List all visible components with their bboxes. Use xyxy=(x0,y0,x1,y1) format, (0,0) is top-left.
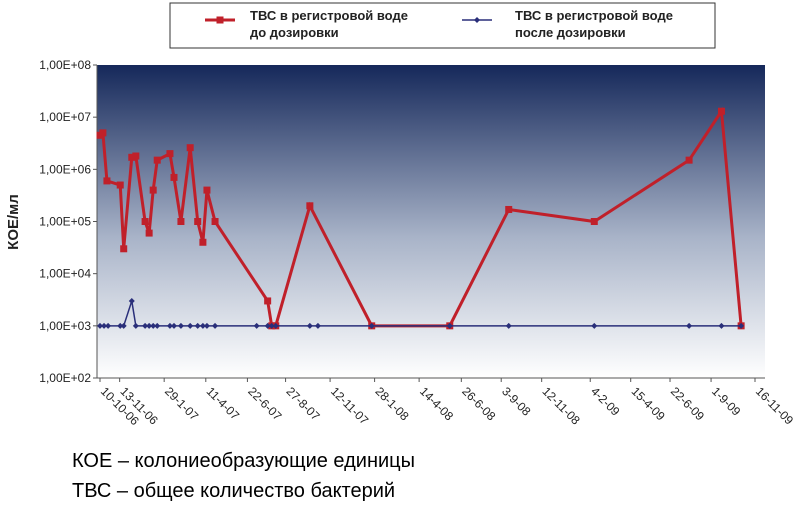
point xyxy=(120,245,128,253)
legend-label-part: ТВС в регистровой воде xyxy=(250,8,408,23)
x-tick-label: 27-8-07 xyxy=(283,384,322,423)
x-tick-label: 15-4-09 xyxy=(629,384,668,423)
y-tick-label: 1,00E+02 xyxy=(39,371,91,385)
point xyxy=(101,322,108,329)
point xyxy=(306,322,313,329)
point xyxy=(268,322,275,329)
x-tick-label: 22-6-07 xyxy=(245,384,284,423)
point xyxy=(187,322,194,329)
point xyxy=(105,322,112,329)
point xyxy=(141,218,149,225)
y-tick-label: 1,00E+07 xyxy=(39,110,91,124)
point xyxy=(150,322,157,329)
point xyxy=(212,322,219,329)
point xyxy=(216,16,224,24)
x-tick-label: 22-6-09 xyxy=(668,384,707,423)
point xyxy=(203,186,211,194)
y-tick-label: 1,00E+04 xyxy=(39,267,91,281)
x-tick-label: 29-1-07 xyxy=(162,384,201,423)
point xyxy=(166,322,173,329)
point xyxy=(166,150,174,158)
point xyxy=(199,238,207,246)
note: КОЕ – колониеобразующие единицы xyxy=(72,450,415,472)
point xyxy=(738,322,745,329)
point xyxy=(145,229,153,237)
note: ТВС – общее количество бактерий xyxy=(72,480,395,502)
point xyxy=(314,322,321,329)
point xyxy=(132,322,139,329)
y-tick-label: 1,00E+06 xyxy=(39,162,91,176)
x-tick-label: 26-6-08 xyxy=(459,384,498,423)
x-tick-label: 12-11-07 xyxy=(328,384,371,427)
x-tick-label: 12-11-08 xyxy=(540,384,583,427)
point xyxy=(199,322,206,329)
point xyxy=(146,322,153,329)
y-axis-label: КОЕ/мл xyxy=(5,194,22,250)
point xyxy=(211,218,219,225)
legend-label-part: ТВС в регистровой воде xyxy=(515,8,673,23)
point xyxy=(177,322,184,329)
x-tick-label: 28-1-08 xyxy=(372,384,411,423)
point xyxy=(97,322,103,329)
y-tick-label: 1,00E+05 xyxy=(39,215,91,229)
series-line xyxy=(99,106,743,328)
x-tick-label: 11-4-07 xyxy=(204,384,243,423)
point xyxy=(194,322,201,329)
legend-label: ТВС в регистровой воде до дозировки xyxy=(250,8,408,40)
point xyxy=(177,218,185,225)
point xyxy=(685,156,693,164)
point xyxy=(186,144,194,152)
legend-label-part: после дозировки xyxy=(515,25,626,40)
point xyxy=(132,152,140,160)
point xyxy=(686,322,693,329)
point xyxy=(128,153,136,161)
point xyxy=(272,322,279,329)
y-tick-label: 1,00E+03 xyxy=(39,319,91,333)
point xyxy=(103,177,111,185)
point xyxy=(368,322,375,329)
point xyxy=(203,322,210,329)
x-tick-label: 4-2-09 xyxy=(588,384,623,419)
point xyxy=(120,322,127,329)
x-tick-label: 14-4-08 xyxy=(417,384,456,423)
legend-box xyxy=(169,2,716,49)
point xyxy=(591,322,598,329)
legend-label-part: до дозировки xyxy=(250,25,339,40)
point xyxy=(264,297,272,305)
point xyxy=(149,186,157,194)
legend-label: ТВС в регистровой воде после дозировки xyxy=(515,8,673,40)
point xyxy=(116,181,124,189)
y-tick-label: 1,00E+08 xyxy=(39,58,91,72)
point xyxy=(505,205,513,213)
point xyxy=(264,322,271,329)
point xyxy=(170,173,178,181)
point xyxy=(142,322,149,329)
point xyxy=(718,322,725,329)
point xyxy=(590,218,598,225)
point xyxy=(253,322,260,329)
point xyxy=(194,218,202,225)
point xyxy=(717,107,725,115)
point xyxy=(306,202,314,210)
x-tick-label: 16-11-09 xyxy=(753,384,796,427)
point xyxy=(446,322,453,329)
point xyxy=(153,156,161,164)
x-tick-label: 1-9-09 xyxy=(709,384,744,419)
point xyxy=(474,17,480,23)
point xyxy=(170,322,177,329)
point xyxy=(505,322,512,329)
point xyxy=(117,322,124,329)
x-tick-label: 3-9-08 xyxy=(499,384,534,419)
point xyxy=(154,322,161,329)
point xyxy=(99,129,107,137)
point xyxy=(128,297,135,304)
